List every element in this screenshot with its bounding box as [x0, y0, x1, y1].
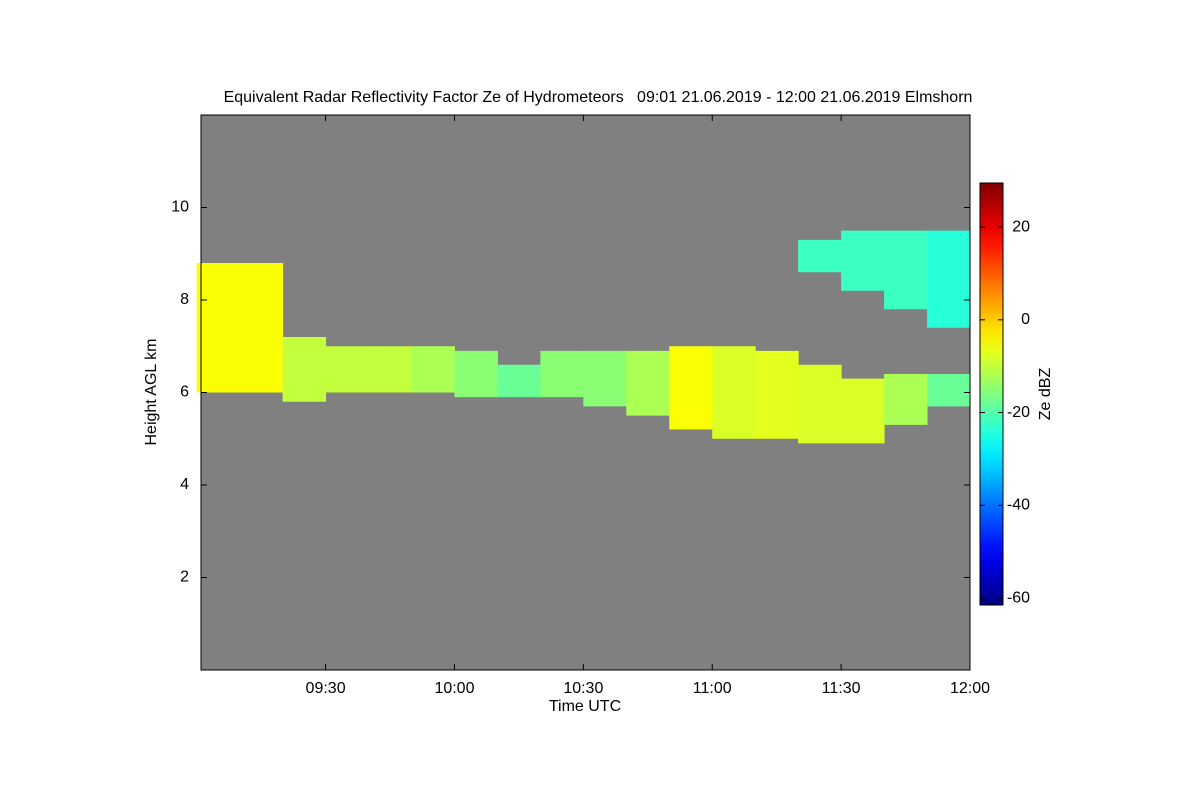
colorbar-tick-label: -20	[1007, 404, 1030, 421]
reflectivity-cell	[454, 350, 498, 398]
x-tick-label: 12:00	[950, 680, 990, 697]
reflectivity-cell	[583, 350, 627, 407]
reflectivity-cell	[884, 374, 928, 425]
y-tick-label: 6	[180, 384, 189, 401]
reflectivity-cell	[368, 346, 413, 393]
reflectivity-cell	[927, 374, 971, 407]
reflectivity-cell	[755, 350, 799, 439]
reflectivity-cell	[798, 239, 842, 273]
reflectivity-cell	[841, 378, 885, 444]
x-tick-label: 11:30	[822, 680, 861, 697]
x-tick-label: 09:30	[306, 680, 346, 697]
reflectivity-cell	[325, 346, 370, 393]
y-tick-label: 8	[180, 291, 189, 308]
colorbar	[979, 182, 1004, 606]
reflectivity-cell	[841, 230, 885, 291]
x-tick-label: 10:00	[434, 680, 474, 697]
reflectivity-cell	[282, 337, 327, 402]
y-tick-label: 2	[180, 569, 189, 586]
y-tick-label: 10	[171, 199, 189, 216]
colorbar-label: Ze dBZ	[1037, 368, 1054, 421]
reflectivity-cell	[626, 350, 670, 416]
reflectivity-cell	[798, 364, 842, 444]
y-tick-label: 4	[180, 476, 189, 493]
x-tick-label: 10:30	[563, 680, 603, 697]
reflectivity-cell	[669, 346, 713, 430]
reflectivity-cell	[196, 263, 241, 393]
reflectivity-cell	[927, 230, 971, 328]
reflectivity-cell	[540, 350, 584, 398]
colorbar-tick-label: -60	[1007, 589, 1030, 606]
reflectivity-cell	[239, 263, 284, 393]
x-tick-label: 11:00	[693, 680, 732, 697]
colorbar-tick-label: -40	[1007, 497, 1030, 514]
reflectivity-cell	[411, 346, 455, 393]
reflectivity-cell	[497, 364, 541, 398]
colorbar-tick-label: 20	[1012, 218, 1030, 235]
chart-title: Equivalent Radar Reflectivity Factor Ze …	[224, 89, 973, 106]
reflectivity-cell	[712, 346, 756, 439]
reflectivity-cell	[884, 230, 928, 310]
colorbar-tick-label: 0	[1021, 311, 1030, 328]
y-axis-label: Height AGL km	[143, 338, 160, 445]
x-axis-label: Time UTC	[549, 698, 621, 715]
